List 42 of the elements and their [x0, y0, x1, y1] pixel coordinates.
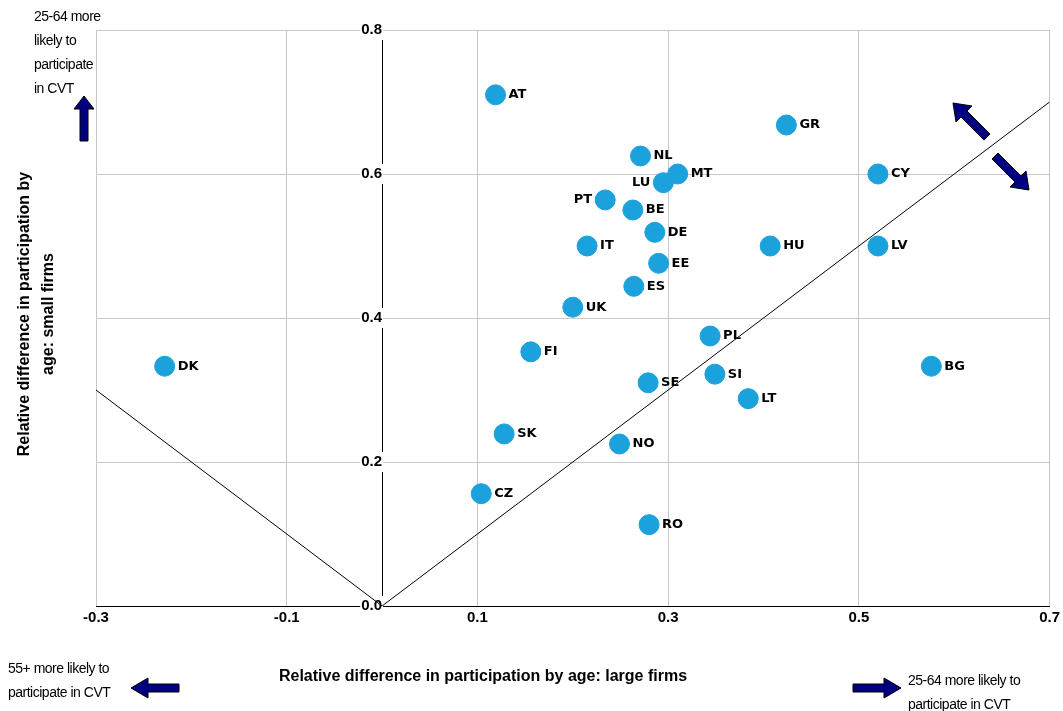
series-label: CZ	[494, 485, 514, 501]
series-label: LV	[890, 237, 908, 253]
y-tick-label: 0.4	[361, 308, 383, 326]
series-label: DK	[177, 357, 200, 373]
series-label: SE	[661, 374, 680, 390]
x-tick-label: 0.1	[467, 608, 488, 626]
series-label: SI	[727, 365, 743, 381]
annotation: 25-64 more likely to participate in CVT	[34, 7, 102, 98]
y-tick-label: 0.2	[361, 452, 383, 470]
series-label: LU	[632, 174, 651, 190]
series-label: ES	[646, 277, 666, 293]
y-tick-label: 0.0	[361, 596, 383, 614]
series-label: DE	[667, 223, 688, 239]
series-label: BE	[645, 201, 665, 217]
series-label: HU	[783, 237, 805, 253]
series-label: FI	[543, 343, 558, 359]
series-label: BG	[944, 357, 965, 373]
series-label: NO	[632, 435, 655, 451]
series-label: SK	[517, 425, 538, 441]
series-label: GR	[799, 116, 821, 132]
series-label: PL	[723, 327, 741, 343]
series-label: EE	[671, 254, 690, 270]
series-label: AT	[508, 86, 527, 102]
x-axis-title: Relative difference in participation by age: large firms	[278, 667, 688, 685]
x-tick-label: -0.3	[83, 608, 109, 626]
series-label: MT	[690, 165, 713, 181]
series-label: RO	[662, 516, 684, 532]
x-tick-label: 0.3	[657, 608, 679, 626]
series-label: IT	[600, 237, 614, 253]
series-label: CY	[890, 165, 911, 181]
series-label: LT	[761, 390, 777, 406]
series-label: NL	[653, 147, 673, 163]
text: 55+ more likely to participate in CVT	[8, 659, 112, 702]
text: 25-64 more likely to participate in CVT	[908, 671, 1022, 711]
series-label: UK	[585, 298, 608, 314]
y-axis-title: Relative difference in participation by age: small firms	[14, 170, 57, 459]
x-tick-label: -0.1	[273, 608, 300, 626]
x-tick-label: 0.7	[1039, 608, 1060, 626]
y-tick-label: 0.6	[361, 164, 383, 182]
series-label: PT	[573, 191, 593, 207]
x-tick-label: 0.5	[848, 608, 870, 626]
y-tick-label: 0.8	[361, 20, 383, 38]
